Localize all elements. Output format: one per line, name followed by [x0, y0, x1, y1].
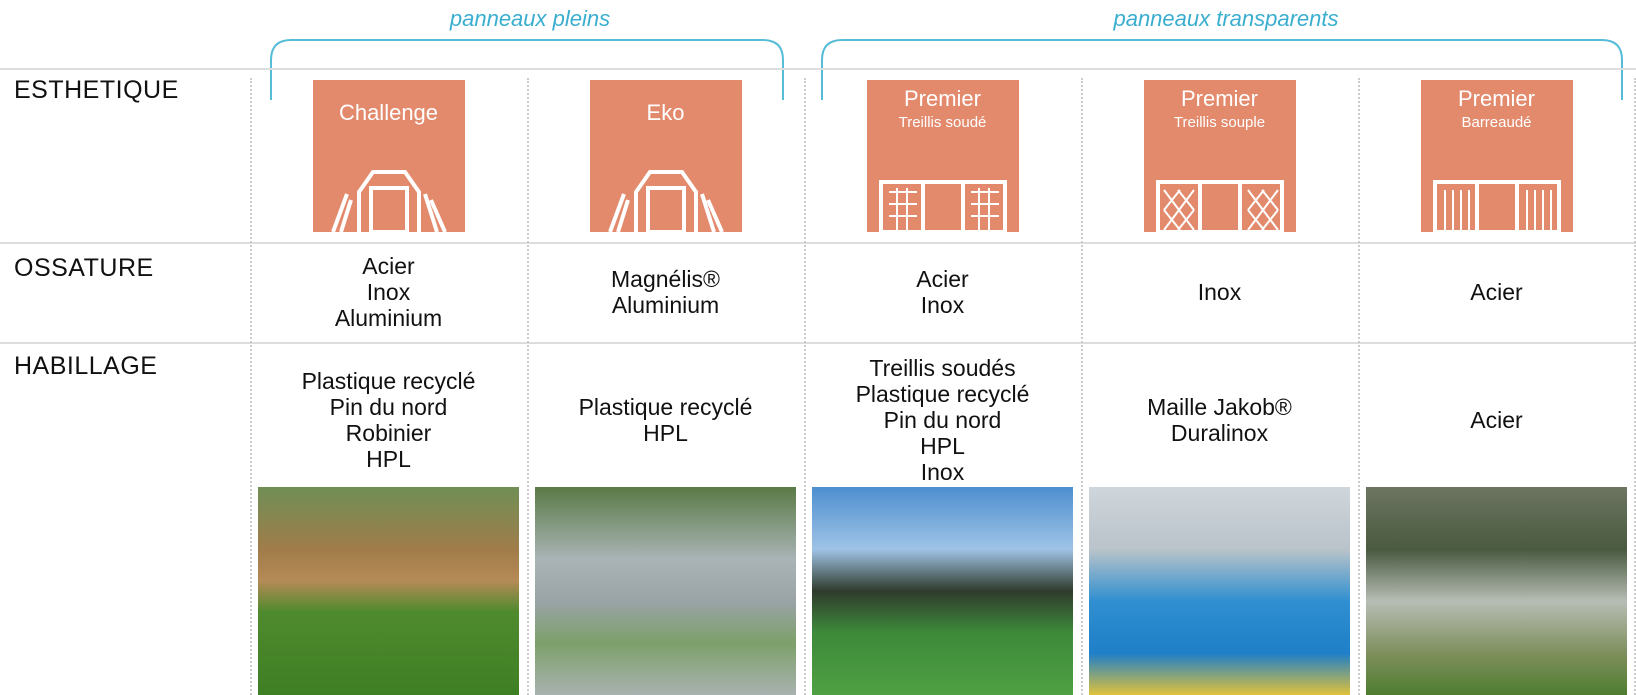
- row-label: HABILLAGE: [14, 352, 158, 380]
- habillage-cell: Plastique recyclé HPL: [527, 394, 804, 446]
- goal-drawing: [607, 170, 724, 232]
- product-icon: Challenge: [312, 80, 465, 232]
- column-divider: [1081, 78, 1083, 695]
- habillage-item: Acier: [1470, 407, 1523, 433]
- ossature-item: Inox: [920, 292, 965, 318]
- ossature-cell: Magnélis® Aluminium: [527, 266, 804, 318]
- product-photo: [535, 487, 796, 695]
- ossature-cell: Acier: [1358, 279, 1635, 305]
- habillage-item: Plastique recyclé: [301, 368, 476, 394]
- habillage-item: Duralinox: [1170, 420, 1269, 446]
- habillage-item: Maille Jakob®: [1147, 394, 1292, 420]
- row-divider: [0, 342, 1636, 344]
- habillage-item: Pin du nord: [329, 394, 448, 420]
- habillage-item: Treillis soudés: [869, 355, 1016, 381]
- product-subtitle: Treillis soudé: [898, 114, 987, 131]
- column-divider: [1634, 78, 1636, 695]
- habillage-item: HPL: [920, 433, 965, 459]
- row-label: ESTHETIQUE: [14, 76, 179, 104]
- habillage-cell: Plastique recyclé Pin du nord Robinier HPL: [250, 368, 527, 472]
- product-name: Premier: [1457, 86, 1535, 111]
- product-icon: Premier Treillis soudé: [866, 80, 1019, 232]
- product-subtitle: Treillis souple: [1173, 114, 1266, 131]
- group-label: panneaux pleins: [449, 6, 611, 31]
- bracket: [821, 39, 1623, 100]
- row-divider: [0, 242, 1636, 244]
- habillage-item: Plastique recyclé: [855, 381, 1030, 407]
- product-name: Premier: [903, 86, 981, 111]
- habillage-item: Robinier: [345, 420, 432, 446]
- goal-drawing: [1432, 180, 1561, 232]
- habillage-item: Inox: [920, 459, 965, 485]
- product-name: Premier: [1180, 86, 1258, 111]
- ossature-item: Inox: [366, 279, 411, 305]
- product-photo: [812, 487, 1073, 695]
- habillage-cell: Treillis soudés Plastique recyclé Pin du n…: [804, 355, 1081, 485]
- product-icon: Eko: [589, 80, 742, 232]
- habillage-cell: Acier: [1358, 407, 1635, 433]
- habillage-item: Pin du nord: [883, 407, 1002, 433]
- column-divider: [1358, 78, 1360, 695]
- product-name: Challenge: [338, 100, 439, 125]
- ossature-cell: Acier Inox: [804, 266, 1081, 318]
- column-divider: [527, 78, 529, 695]
- group-label: panneaux transparents: [1113, 6, 1339, 31]
- ossature-item: Acier: [916, 266, 969, 292]
- row-label: OSSATURE: [14, 254, 154, 282]
- ossature-cell: Acier Inox Aluminium: [250, 253, 527, 331]
- group-brackets: [270, 39, 1623, 100]
- product-photo: [258, 487, 519, 695]
- product-subtitle: Barreaudé: [1461, 114, 1532, 131]
- product-photo: [1366, 487, 1627, 695]
- habillage-item: Plastique recyclé: [578, 394, 753, 420]
- bracket: [270, 39, 784, 100]
- ossature-item: Aluminium: [611, 292, 720, 318]
- product-photo: [1089, 487, 1350, 695]
- column-divider: [250, 78, 252, 695]
- product-icon: Premier Barreaudé: [1420, 80, 1573, 232]
- ossature-item: Magnélis®: [611, 266, 720, 292]
- ossature-item: Acier: [362, 253, 415, 279]
- goal-drawing: [330, 170, 447, 232]
- ossature-item: Acier: [1470, 279, 1523, 305]
- habillage-item: HPL: [366, 446, 411, 472]
- habillage-item: HPL: [643, 420, 688, 446]
- ossature-item: Inox: [1197, 279, 1242, 305]
- product-icon: Premier Treillis souple: [1143, 80, 1296, 232]
- ossature-cell: Inox: [1081, 279, 1358, 305]
- product-name: Eko: [646, 100, 685, 125]
- row-divider: [0, 68, 1636, 70]
- column-divider: [804, 78, 806, 695]
- ossature-item: Aluminium: [334, 305, 443, 331]
- habillage-cell: Maille Jakob® Duralinox: [1081, 394, 1358, 446]
- goal-drawing: [1155, 180, 1284, 232]
- goal-drawing: [878, 180, 1007, 232]
